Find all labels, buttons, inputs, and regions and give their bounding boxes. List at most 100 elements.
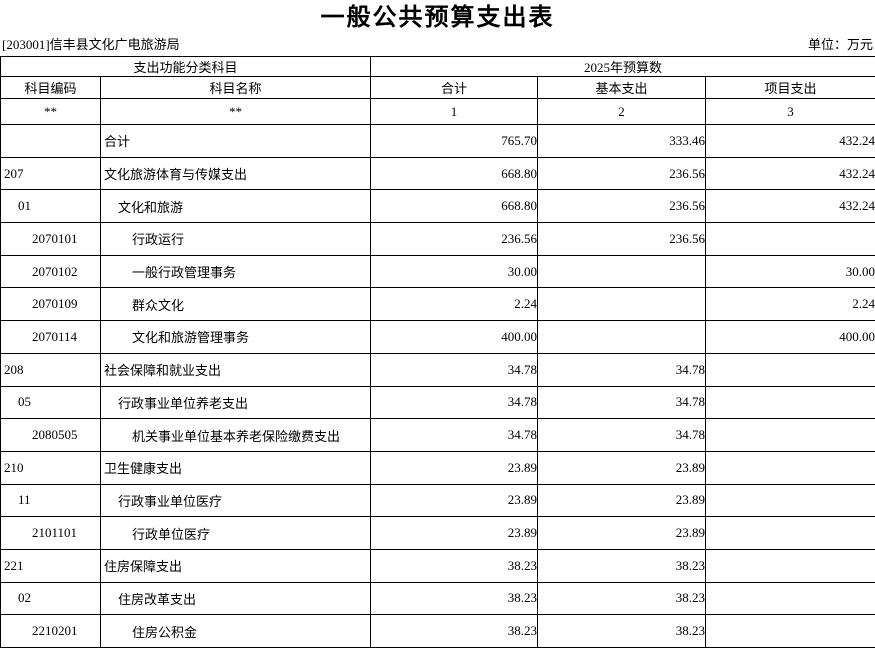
table-row: 2080505 机关事业单位基本养老保险缴费支出 34.78 34.78 (0, 418, 875, 452)
row-basic: 236.56 (537, 189, 707, 224)
row-project (705, 352, 875, 387)
row-basic: 34.78 (537, 418, 707, 452)
row-basic: 38.23 (537, 548, 707, 583)
header-col-code: 科目编码 (0, 76, 101, 99)
row-name: 合计 (99, 124, 372, 158)
row-name: 住房公积金 (99, 614, 372, 648)
table-row: 2070114 文化和旅游管理事务 400.00 400.00 (0, 320, 875, 354)
row-project: 432.24 (705, 124, 875, 158)
table-row: 11 行政事业单位医疗 23.89 23.89 (0, 483, 875, 518)
row-project (705, 222, 875, 256)
row-name: 机关事业单位基本养老保险缴费支出 (99, 418, 372, 452)
row-code: 05 (0, 385, 101, 420)
header-index-row: ** ** 1 2 3 (0, 98, 875, 125)
row-project (705, 418, 875, 452)
row-code: 2070101 (0, 222, 101, 256)
row-total: 236.56 (370, 222, 539, 256)
row-basic: 38.23 (537, 614, 707, 648)
row-basic: 23.89 (537, 516, 707, 550)
row-name: 行政单位医疗 (99, 516, 372, 550)
row-total: 30.00 (370, 254, 539, 289)
row-basic (537, 320, 707, 354)
index-cell-code: ** (0, 98, 101, 125)
row-basic: 236.56 (537, 156, 707, 191)
row-total: 23.89 (370, 483, 539, 518)
row-name: 一般行政管理事务 (99, 254, 372, 289)
row-name: 住房保障支出 (99, 548, 372, 583)
row-code: 02 (0, 581, 101, 616)
table-row: 02 住房改革支出 38.23 38.23 (0, 581, 875, 616)
index-cell-basic: 2 (537, 98, 707, 125)
row-total: 668.80 (370, 189, 539, 224)
org-code-label: [203001]信丰县文化广电旅游局 (2, 37, 180, 52)
table-row: 2070102 一般行政管理事务 30.00 30.00 (0, 254, 875, 289)
table-row: 221 住房保障支出 38.23 38.23 (0, 548, 875, 583)
row-project: 400.00 (705, 320, 875, 354)
header-col-project: 项目支出 (705, 76, 875, 99)
table-row: 210 卫生健康支出 23.89 23.89 (0, 450, 875, 485)
row-basic: 34.78 (537, 385, 707, 420)
row-code: 207 (0, 156, 101, 191)
header-subject-group: 支出功能分类科目 (0, 56, 372, 77)
row-total: 38.23 (370, 581, 539, 616)
header-col-basic: 基本支出 (537, 76, 707, 99)
table-row: 合计 765.70 333.46 432.24 (0, 124, 875, 158)
page-title: 一般公共预算支出表 (320, 5, 555, 31)
row-total: 668.80 (370, 156, 539, 191)
index-cell-total: 1 (370, 98, 539, 125)
row-code: 208 (0, 352, 101, 387)
row-code (0, 124, 101, 158)
row-code: 11 (0, 483, 101, 518)
row-project (705, 450, 875, 485)
row-total: 34.78 (370, 418, 539, 452)
header-budget-group: 2025年预算数 (370, 56, 875, 77)
row-name: 行政运行 (99, 222, 372, 256)
budget-table: 支出功能分类科目 2025年预算数 科目编码 科目名称 合计 基本支出 项目支出… (0, 56, 875, 648)
row-project (705, 581, 875, 616)
index-cell-project: 3 (705, 98, 875, 125)
row-project (705, 483, 875, 518)
row-total: 34.78 (370, 385, 539, 420)
row-name: 住房改革支出 (99, 581, 372, 616)
row-total: 34.78 (370, 352, 539, 387)
row-name: 行政事业单位医疗 (99, 483, 372, 518)
row-project: 432.24 (705, 189, 875, 224)
table-header: 支出功能分类科目 2025年预算数 科目编码 科目名称 合计 基本支出 项目支出… (0, 56, 875, 125)
table-row: 01 文化和旅游 668.80 236.56 432.24 (0, 189, 875, 224)
row-project (705, 385, 875, 420)
row-code: 221 (0, 548, 101, 583)
row-basic: 23.89 (537, 450, 707, 485)
table-body: 合计 765.70 333.46 432.24 207 文化旅游体育与传媒支出 … (0, 124, 875, 648)
row-total: 765.70 (370, 124, 539, 158)
row-project: 30.00 (705, 254, 875, 289)
row-project: 2.24 (705, 287, 875, 322)
row-basic (537, 287, 707, 322)
row-code: 210 (0, 450, 101, 485)
index-cell-name: ** (99, 98, 372, 125)
table-row: 2101101 行政单位医疗 23.89 23.89 (0, 516, 875, 550)
row-total: 2.24 (370, 287, 539, 322)
row-name: 卫生健康支出 (99, 450, 372, 485)
row-name: 行政事业单位养老支出 (99, 385, 372, 420)
table-row: 2210201 住房公积金 38.23 38.23 (0, 614, 875, 648)
row-name: 文化和旅游管理事务 (99, 320, 372, 354)
row-code: 2210201 (0, 614, 101, 648)
row-code: 2070109 (0, 287, 101, 322)
row-code: 2080505 (0, 418, 101, 452)
row-total: 38.23 (370, 548, 539, 583)
row-project (705, 548, 875, 583)
row-name: 文化旅游体育与传媒支出 (99, 156, 372, 191)
row-project (705, 614, 875, 648)
header-col-total: 合计 (370, 76, 539, 99)
row-code: 2070102 (0, 254, 101, 289)
row-code: 01 (0, 189, 101, 224)
row-basic (537, 254, 707, 289)
budget-report-page: 一般公共预算支出表 [203001]信丰县文化广电旅游局 单位：万元 支出功能分… (0, 5, 875, 650)
row-name: 群众文化 (99, 287, 372, 322)
table-row: 05 行政事业单位养老支出 34.78 34.78 (0, 385, 875, 420)
unit-label: 单位：万元 (807, 37, 873, 52)
row-code: 2101101 (0, 516, 101, 550)
meta-row: [203001]信丰县文化广电旅游局 单位：万元 (0, 37, 875, 53)
row-total: 23.89 (370, 450, 539, 485)
row-total: 38.23 (370, 614, 539, 648)
